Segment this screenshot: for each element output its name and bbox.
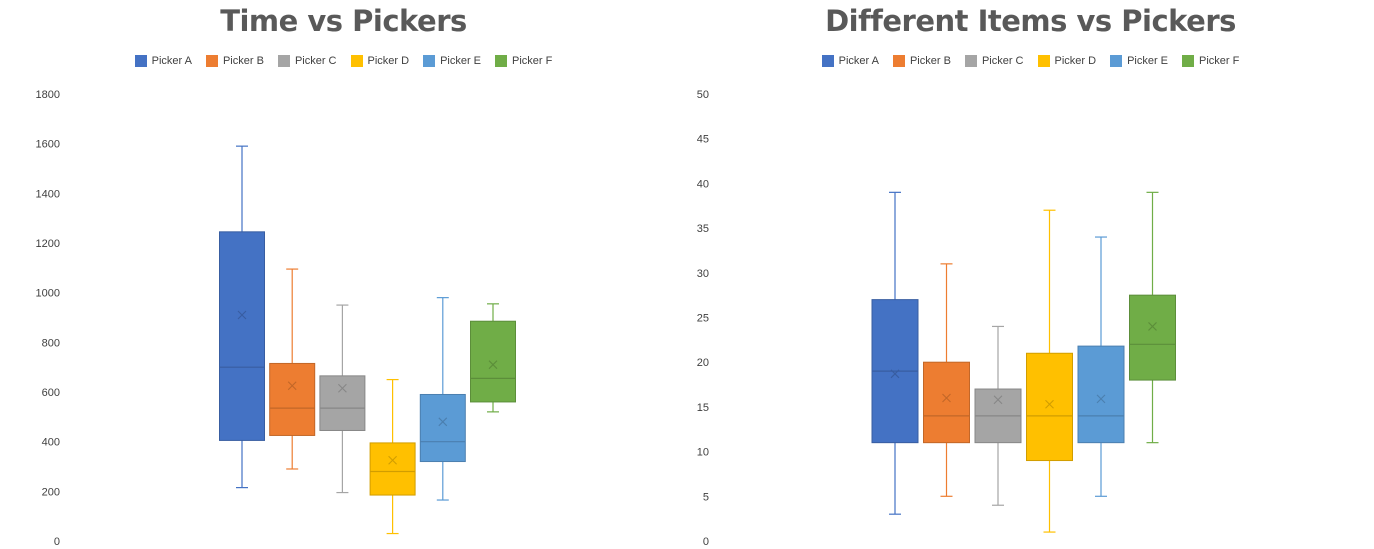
y-tick-label: 10 — [697, 447, 709, 459]
legend-label: Picker C — [981, 55, 1024, 67]
box-picker-c — [319, 304, 366, 494]
legend-item: Picker C — [964, 55, 1024, 67]
y-tick-label: 0 — [703, 536, 709, 548]
iqr-box — [369, 442, 416, 496]
box-picker-d — [1026, 209, 1073, 533]
legend-label: Picker B — [909, 55, 951, 67]
legend-swatch — [1182, 55, 1195, 67]
y-tick-label: 1000 — [36, 288, 60, 300]
legend-item: Picker A — [821, 55, 879, 67]
y-tick-label: 35 — [697, 223, 709, 235]
legend-label: Picker C — [294, 55, 337, 67]
y-tick-label: 400 — [42, 437, 60, 449]
box-picker-e — [419, 297, 466, 501]
legend-label: Picker E — [440, 55, 482, 67]
legend-item: Picker F — [1182, 55, 1239, 67]
chart-title: Different Items vs Pickers — [825, 4, 1236, 38]
y-tick-label: 30 — [697, 268, 709, 280]
mean-marker — [890, 369, 900, 379]
legend-label: Picker A — [151, 55, 192, 67]
legend-label: Picker E — [1127, 55, 1169, 67]
legend-swatch — [423, 55, 436, 67]
y-tick-label: 15 — [697, 402, 709, 414]
mean-marker — [942, 393, 951, 403]
iqr-box — [419, 393, 466, 463]
y-tick-label: 1200 — [36, 238, 60, 250]
y-tick-label: 40 — [697, 178, 709, 190]
legend-item: Picker B — [892, 55, 951, 67]
y-tick-label: 50 — [697, 89, 709, 101]
legend-swatch — [350, 55, 363, 67]
legend-item: Picker E — [1110, 55, 1168, 67]
legend-label: Picker F — [1199, 55, 1240, 67]
y-tick-label: 1800 — [36, 89, 60, 101]
mean-marker — [1148, 322, 1157, 331]
legend-item: Picker D — [350, 55, 410, 67]
mean-marker — [287, 381, 297, 391]
legend-label: Picker D — [1054, 55, 1097, 67]
legend-label: Picker B — [222, 55, 264, 67]
chart-different-items-vs-pickers: Different Items vs Pickers Picker A Pick… — [687, 0, 1374, 549]
y-tick-label: 45 — [697, 134, 709, 146]
legend-swatch — [134, 55, 147, 67]
mean-marker — [388, 455, 397, 465]
mean-marker — [993, 395, 1003, 405]
iqr-box — [319, 375, 366, 431]
legend-swatch — [277, 55, 290, 67]
plot-area: 0 200 400 600 800 1000 1200 1400 1600 1800 — [36, 89, 516, 548]
y-tick-label: 800 — [42, 337, 60, 349]
y-tick-label: 200 — [42, 486, 60, 498]
legend-swatch — [1037, 55, 1050, 67]
legend-swatch — [892, 55, 905, 67]
legend-swatch — [495, 55, 508, 67]
box-picker-b — [923, 263, 970, 497]
y-tick-label: 1600 — [36, 139, 60, 151]
iqr-box — [1077, 345, 1125, 444]
legend-item: Picker D — [1037, 55, 1097, 67]
iqr-box — [923, 361, 970, 444]
legend-label: Picker F — [512, 55, 553, 67]
mean-marker — [1045, 399, 1054, 409]
iqr-box — [269, 362, 316, 436]
legend-item: Picker E — [423, 55, 481, 67]
mean-marker — [488, 360, 498, 370]
y-tick-label: 20 — [697, 357, 709, 369]
mean-marker — [1096, 394, 1106, 404]
iqr-box — [219, 231, 265, 441]
y-tick-label: 25 — [697, 313, 709, 325]
mean-marker — [438, 417, 448, 427]
box-picker-d — [369, 378, 416, 535]
box-picker-b — [269, 268, 316, 470]
legend-item: Picker C — [277, 55, 337, 67]
chart-legend: Picker A Picker B Picker C Picker D Pick… — [687, 55, 1374, 67]
mean-marker — [237, 310, 247, 320]
legend-label: Picker D — [367, 55, 410, 67]
legend-swatch — [821, 55, 834, 67]
plot-area: 0 5 10 15 20 25 30 35 40 45 50 — [697, 89, 1176, 548]
y-tick-label: 600 — [42, 387, 60, 399]
y-tick-label: 5 — [703, 491, 709, 503]
y-tick-label: 1400 — [36, 188, 60, 200]
legend-swatch — [205, 55, 218, 67]
legend-label: Picker A — [838, 55, 879, 67]
legend-item: Picker B — [205, 55, 264, 67]
box-picker-f — [1129, 191, 1176, 444]
y-tick-label: 0 — [54, 536, 60, 548]
box-picker-f — [470, 303, 516, 413]
box-picker-c — [974, 325, 1022, 506]
chart-time-vs-pickers: Time vs Pickers Picker A Picker B Picker… — [0, 4, 687, 548]
legend-item: Picker F — [495, 55, 552, 67]
iqr-box — [1026, 352, 1073, 462]
chart-legend: Picker A Picker B Picker C Picker D Pick… — [0, 55, 687, 67]
box-picker-e — [1077, 236, 1125, 497]
mean-marker — [338, 383, 347, 393]
legend-swatch — [964, 55, 977, 67]
legend-swatch — [1110, 55, 1123, 67]
box-picker-a — [219, 145, 265, 489]
iqr-box — [470, 320, 516, 403]
legend-item: Picker A — [134, 55, 192, 67]
chart-title: Time vs Pickers — [220, 4, 467, 38]
iqr-box — [1129, 294, 1176, 381]
box-picker-a — [871, 191, 919, 515]
